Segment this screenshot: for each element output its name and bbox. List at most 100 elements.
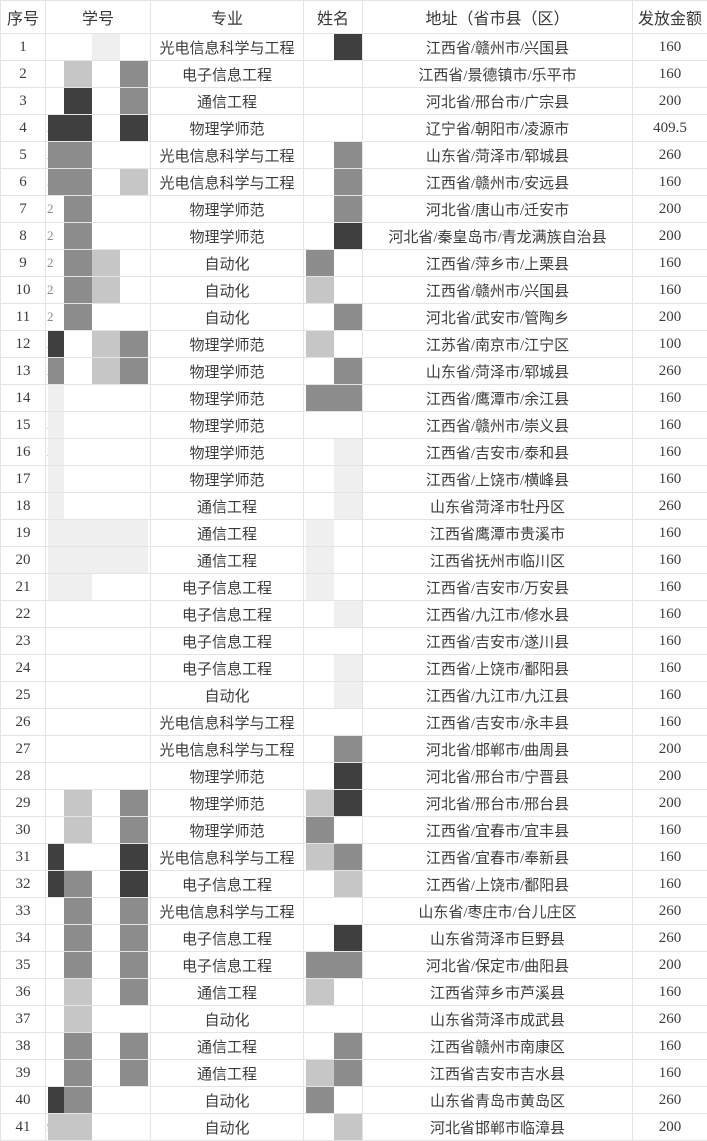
cell-name-redacted[interactable] — [303, 1086, 363, 1114]
cell-index[interactable]: 36 — [0, 978, 46, 1006]
cell-name-redacted[interactable] — [303, 573, 363, 601]
cell-major[interactable]: 电子信息工程 — [150, 627, 304, 655]
cell-major[interactable]: 通信工程 — [150, 87, 304, 115]
cell-student-id-redacted[interactable] — [45, 708, 151, 736]
cell-student-id-redacted[interactable] — [45, 1005, 151, 1033]
cell-major[interactable]: 通信工程 — [150, 492, 304, 520]
cell-amount[interactable]: 160 — [632, 1059, 707, 1087]
cell-student-id-redacted[interactable] — [45, 60, 151, 88]
cell-student-id-redacted[interactable] — [45, 789, 151, 817]
cell-name-redacted[interactable] — [303, 897, 363, 925]
cell-student-id-redacted[interactable] — [45, 465, 151, 493]
cell-amount[interactable]: 200 — [632, 87, 707, 115]
cell-student-id-redacted[interactable] — [45, 681, 151, 709]
cell-address[interactable]: 江西省/吉安市/遂川县 — [362, 627, 633, 655]
cell-address[interactable]: 山东省菏泽市巨野县 — [362, 924, 633, 952]
cell-major[interactable]: 自动化 — [150, 1086, 304, 1114]
cell-student-id-redacted[interactable] — [45, 1086, 151, 1114]
cell-address[interactable]: 河北省邯郸市临漳县 — [362, 1113, 633, 1141]
cell-amount[interactable]: 160 — [632, 627, 707, 655]
cell-amount[interactable]: 200 — [632, 222, 707, 250]
cell-address[interactable]: 江西省/赣州市/兴国县 — [362, 33, 633, 61]
cell-major[interactable]: 自动化 — [150, 276, 304, 304]
cell-index[interactable]: 41 — [0, 1113, 46, 1141]
cell-student-id-redacted[interactable] — [45, 384, 151, 412]
cell-student-id-redacted[interactable]: 2 — [45, 276, 151, 304]
cell-major[interactable]: 物理学师范 — [150, 411, 304, 439]
header-major[interactable]: 专业 — [150, 0, 304, 34]
cell-index[interactable]: 12 — [0, 330, 46, 358]
cell-address[interactable]: 江西省鹰潭市贵溪市 — [362, 519, 633, 547]
cell-student-id-redacted[interactable] — [45, 924, 151, 952]
cell-address[interactable]: 山东省/菏泽市/郓城县 — [362, 141, 633, 169]
cell-amount[interactable]: 160 — [632, 384, 707, 412]
cell-address[interactable]: 山东省/菏泽市/郓城县 — [362, 357, 633, 385]
cell-name-redacted[interactable] — [303, 789, 363, 817]
cell-major[interactable]: 物理学师范 — [150, 789, 304, 817]
cell-student-id-redacted[interactable]: 2 — [45, 411, 151, 439]
cell-major[interactable]: 电子信息工程 — [150, 60, 304, 88]
cell-address[interactable]: 江西省/吉安市/泰和县 — [362, 438, 633, 466]
cell-address[interactable]: 河北省/邢台市/宁晋县 — [362, 762, 633, 790]
cell-major[interactable]: 通信工程 — [150, 1059, 304, 1087]
cell-name-redacted[interactable] — [303, 303, 363, 331]
cell-amount[interactable]: 200 — [632, 195, 707, 223]
cell-address[interactable]: 江西省/鹰潭市/余江县 — [362, 384, 633, 412]
cell-major[interactable]: 物理学师范 — [150, 357, 304, 385]
cell-name-redacted[interactable] — [303, 735, 363, 763]
cell-student-id-redacted[interactable]: 2 — [45, 330, 151, 358]
cell-address[interactable]: 河北省/邯郸市/曲周县 — [362, 735, 633, 763]
cell-index[interactable]: 37 — [0, 1005, 46, 1033]
cell-student-id-redacted[interactable] — [45, 654, 151, 682]
cell-major[interactable]: 物理学师范 — [150, 816, 304, 844]
cell-student-id-redacted[interactable] — [45, 978, 151, 1006]
cell-student-id-redacted[interactable]: 9 — [45, 1113, 151, 1141]
cell-major[interactable]: 通信工程 — [150, 546, 304, 574]
cell-amount[interactable]: 160 — [632, 681, 707, 709]
cell-name-redacted[interactable] — [303, 33, 363, 61]
cell-amount[interactable]: 160 — [632, 411, 707, 439]
cell-amount[interactable]: 160 — [632, 546, 707, 574]
cell-address[interactable]: 河北省/保定市/曲阳县 — [362, 951, 633, 979]
cell-amount[interactable]: 260 — [632, 141, 707, 169]
header-student-id[interactable]: 学号 — [45, 0, 151, 34]
cell-address[interactable]: 江西省/上饶市/鄱阳县 — [362, 654, 633, 682]
cell-address[interactable]: 江西省/宜春市/奉新县 — [362, 843, 633, 871]
cell-name-redacted[interactable] — [303, 708, 363, 736]
cell-major[interactable]: 物理学师范 — [150, 114, 304, 142]
cell-address[interactable]: 江西省赣州市南康区 — [362, 1032, 633, 1060]
cell-name-redacted[interactable] — [303, 519, 363, 547]
cell-address[interactable]: 江西省/吉安市/永丰县 — [362, 708, 633, 736]
cell-major[interactable]: 物理学师范 — [150, 438, 304, 466]
cell-student-id-redacted[interactable] — [45, 33, 151, 61]
header-name[interactable]: 姓名 — [303, 0, 363, 34]
cell-name-redacted[interactable] — [303, 195, 363, 223]
cell-name-redacted[interactable] — [303, 357, 363, 385]
cell-major[interactable]: 光电信息科学与工程 — [150, 141, 304, 169]
cell-amount[interactable]: 200 — [632, 303, 707, 331]
cell-address[interactable]: 江西省/九江市/修水县 — [362, 600, 633, 628]
cell-name-redacted[interactable] — [303, 411, 363, 439]
cell-index[interactable]: 5 — [0, 141, 46, 169]
cell-student-id-redacted[interactable] — [45, 762, 151, 790]
cell-address[interactable]: 山东省菏泽市牡丹区 — [362, 492, 633, 520]
cell-major[interactable]: 电子信息工程 — [150, 573, 304, 601]
cell-index[interactable]: 10 — [0, 276, 46, 304]
cell-student-id-redacted[interactable]: 2 — [45, 438, 151, 466]
cell-name-redacted[interactable] — [303, 924, 363, 952]
header-address[interactable]: 地址（省市县（区） — [362, 0, 633, 34]
cell-index[interactable]: 17 — [0, 465, 46, 493]
cell-address[interactable]: 江西省萍乡市芦溪县 — [362, 978, 633, 1006]
cell-name-redacted[interactable] — [303, 114, 363, 142]
cell-major[interactable]: 通信工程 — [150, 519, 304, 547]
cell-index[interactable]: 6 — [0, 168, 46, 196]
cell-major[interactable]: 自动化 — [150, 303, 304, 331]
cell-index[interactable]: 15 — [0, 411, 46, 439]
cell-name-redacted[interactable] — [303, 627, 363, 655]
cell-student-id-redacted[interactable]: 2 — [45, 303, 151, 331]
cell-major[interactable]: 物理学师范 — [150, 222, 304, 250]
cell-student-id-redacted[interactable] — [45, 546, 151, 574]
cell-name-redacted[interactable] — [303, 465, 363, 493]
cell-index[interactable]: 2 — [0, 60, 46, 88]
cell-amount[interactable]: 160 — [632, 60, 707, 88]
